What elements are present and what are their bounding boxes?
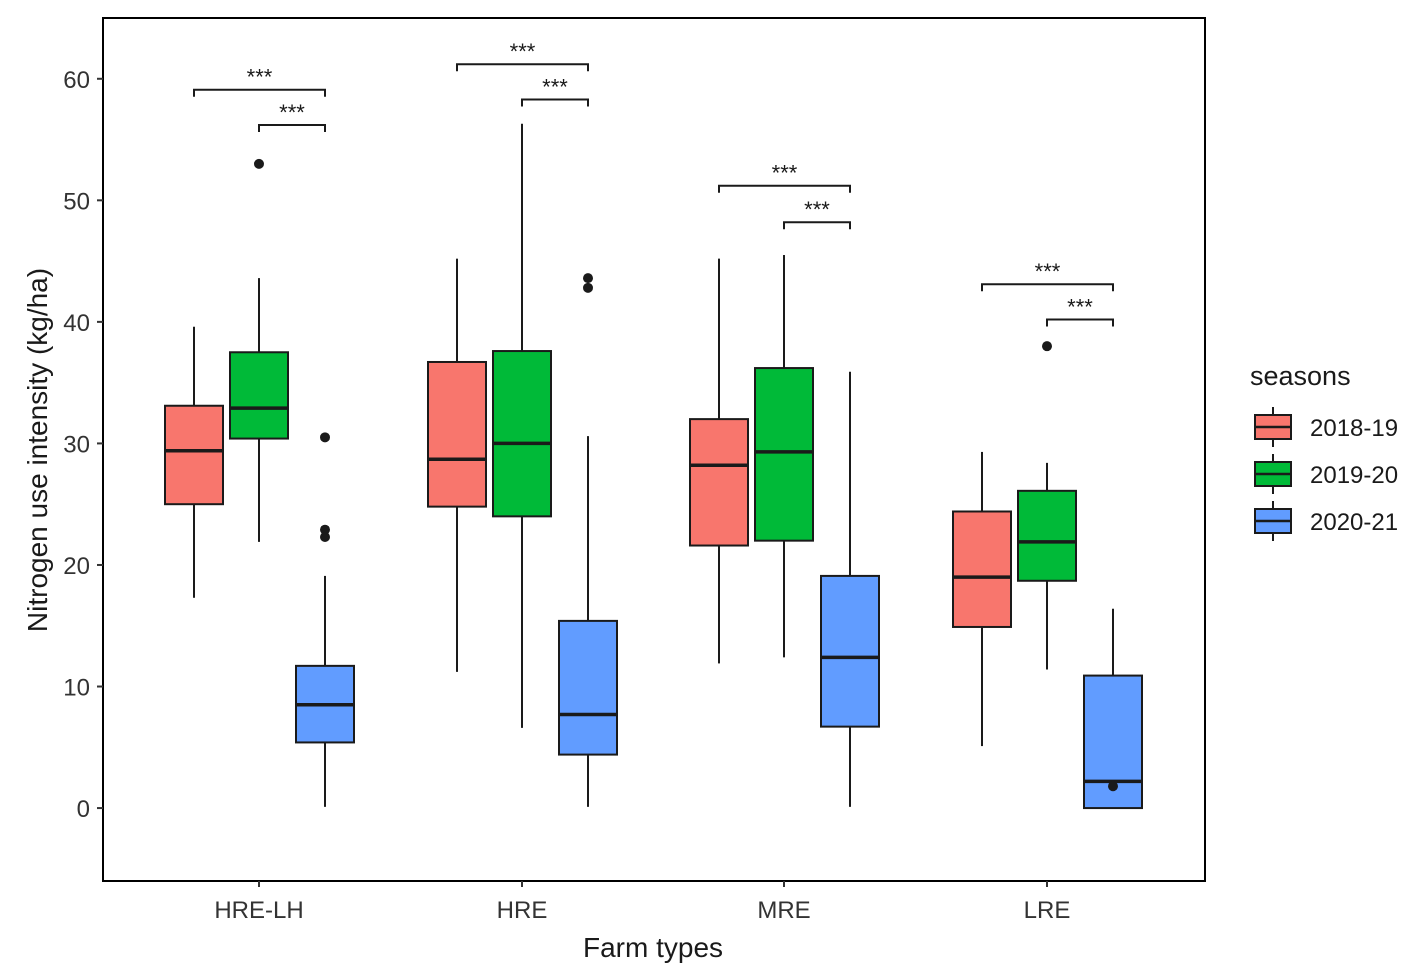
legend-keys: 2018-19 2019-20 2020-21	[1254, 407, 1398, 541]
significance-label: ***	[279, 100, 305, 125]
legend-label: 2019-20	[1310, 462, 1398, 489]
plot-panel	[102, 17, 1206, 882]
significance-label: ***	[247, 65, 273, 90]
y-axis-title: Nitrogen use intensity (kg/ha)	[22, 268, 53, 632]
significance-bracket	[258, 123, 326, 132]
x-tick-label: MRE	[757, 897, 810, 924]
legend-title: seasons	[1250, 361, 1351, 391]
significance-label: ***	[804, 197, 830, 222]
legend-label: 2018-19	[1310, 415, 1398, 442]
y-axis: 0 10 20 30 40 50 60	[63, 67, 103, 823]
box	[952, 510, 1012, 628]
x-tick-label: HRE-LH	[214, 897, 303, 924]
box	[427, 360, 487, 508]
y-tick-label: 50	[63, 188, 90, 215]
significance-bracket	[783, 221, 851, 230]
whiskers	[193, 123, 1114, 807]
x-tick-label: LRE	[1024, 897, 1071, 924]
boxes	[164, 350, 1143, 810]
y-tick-label: 10	[63, 675, 90, 702]
y-tick-label: 60	[63, 67, 90, 94]
box	[1017, 489, 1077, 582]
outlier-point	[1108, 781, 1118, 792]
significance-label: ***	[542, 74, 568, 99]
outliers	[254, 158, 1118, 792]
box	[492, 350, 552, 518]
significance-bracket	[1046, 318, 1114, 327]
outlier-point	[583, 282, 593, 293]
outlier-point	[254, 158, 264, 169]
significance-bracket	[193, 88, 326, 97]
y-tick-label: 0	[77, 796, 90, 823]
legend: seasons 2018-19 2019-20 2020-21	[1250, 361, 1398, 541]
x-axis: HRE-LH HRE MRE LRE	[214, 881, 1070, 924]
legend-label: 2020-21	[1310, 509, 1398, 536]
box	[754, 367, 814, 542]
significance-bracket	[718, 184, 851, 193]
outlier-point	[320, 532, 330, 543]
box	[689, 418, 749, 547]
significance-bracket	[981, 283, 1114, 292]
box	[229, 351, 289, 440]
outlier-point	[1042, 341, 1052, 352]
significance-label: ***	[510, 39, 536, 64]
significance-brackets: ************************	[193, 39, 1114, 327]
y-tick-label: 20	[63, 553, 90, 580]
significance-label: ***	[772, 161, 798, 186]
significance-label: ***	[1067, 294, 1093, 319]
significance-bracket	[521, 98, 589, 107]
x-axis-title: Farm types	[583, 932, 723, 963]
y-tick-label: 40	[63, 310, 90, 337]
significance-label: ***	[1035, 259, 1061, 284]
box	[164, 404, 224, 506]
outlier-point	[320, 524, 330, 535]
x-tick-label: HRE	[497, 897, 548, 924]
y-tick-label: 30	[63, 431, 90, 458]
significance-bracket	[456, 63, 589, 72]
outlier-point	[320, 432, 330, 443]
box	[820, 574, 880, 728]
outlier-point	[583, 273, 593, 284]
box	[558, 619, 618, 756]
